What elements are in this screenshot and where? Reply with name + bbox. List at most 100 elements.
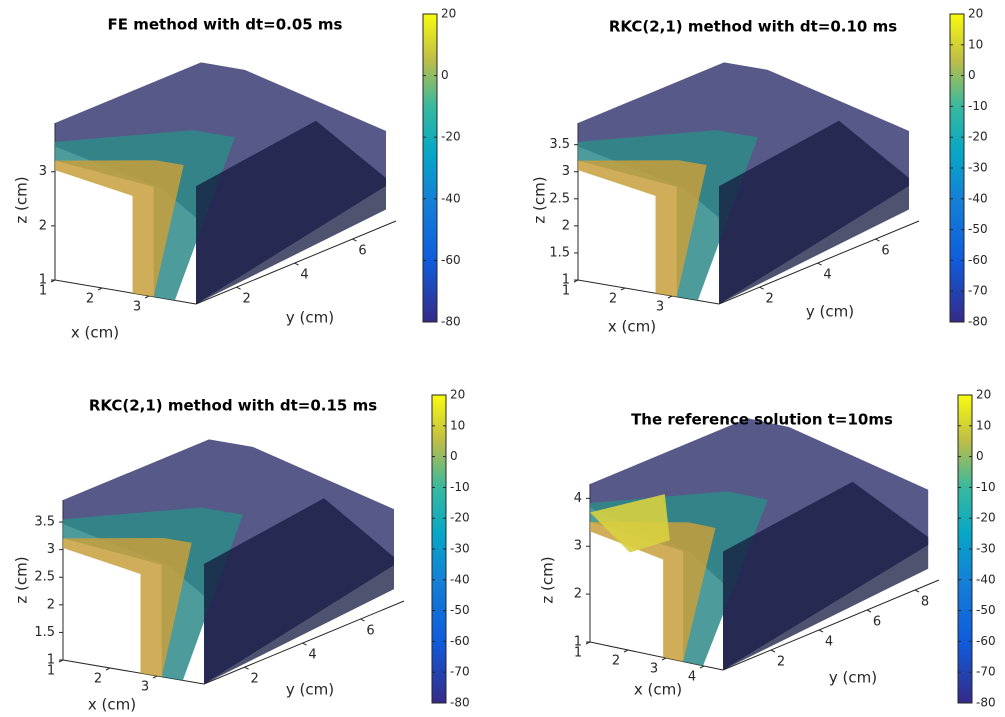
z-tick-label: 3.5 xyxy=(34,515,55,530)
y-tick-label: 4 xyxy=(308,648,316,663)
isosurface xyxy=(590,521,716,662)
y-tick-label: 6 xyxy=(873,615,881,630)
isosurface xyxy=(723,481,929,670)
colorbar-tick-label: -70 xyxy=(450,665,470,679)
isosurface xyxy=(63,507,243,681)
y-tick-label: 2 xyxy=(250,672,258,687)
x-tick-label: 3 xyxy=(141,680,149,695)
isosurface xyxy=(719,120,909,304)
y-tick xyxy=(866,609,872,613)
chart-title: The reference solution t=10ms xyxy=(631,411,893,429)
z-tick-label: 1.5 xyxy=(549,245,570,260)
x-tick-label: 2 xyxy=(94,672,102,687)
colorbar-tick-label: -50 xyxy=(450,603,470,617)
x-tick xyxy=(105,667,111,671)
colorbar-tick-label: -80 xyxy=(968,315,988,329)
y-tick xyxy=(875,238,880,242)
colorbar-tick-label: 10 xyxy=(450,418,465,432)
colorbar-tick-label: -80 xyxy=(976,696,996,710)
x-tick-label: 2 xyxy=(86,292,94,307)
y-axis xyxy=(195,220,397,305)
x-tick-label: 1 xyxy=(574,646,582,661)
isosurface xyxy=(590,494,670,553)
y-tick xyxy=(360,618,365,622)
y-tick-label: 4 xyxy=(300,268,308,283)
x-tick-label: 1 xyxy=(562,284,570,299)
colorbar-tick-label: -20 xyxy=(976,511,996,525)
x-tick xyxy=(623,649,629,653)
colorbar-tick-label: -20 xyxy=(450,511,470,525)
z-tick-label: 3.5 xyxy=(549,137,570,152)
x-axis-label: x (cm) xyxy=(88,696,136,714)
colorbar-tick-label: -70 xyxy=(976,665,996,679)
x-tick-label: 1 xyxy=(47,664,55,679)
y-tick xyxy=(817,262,822,266)
y-tick-label: 2 xyxy=(765,292,773,307)
colorbar-tick-label: -60 xyxy=(968,253,988,267)
colorbar-tick-label: -80 xyxy=(450,696,470,710)
colorbar-tick-label: -70 xyxy=(968,284,988,298)
colorbar-tick-label: 0 xyxy=(441,68,449,82)
z-tick-label: 2.5 xyxy=(549,191,570,206)
z-tick-label: 4 xyxy=(574,491,582,506)
colorbar-tick-label: 20 xyxy=(441,7,456,21)
colorbar-tick-label: -50 xyxy=(968,222,988,236)
z-axis-label: z (cm) xyxy=(531,176,549,223)
x-tick-label: 3 xyxy=(650,662,658,677)
y-tick xyxy=(302,642,307,646)
y-axis xyxy=(722,579,940,671)
z-axis-label: z (cm) xyxy=(539,556,557,603)
y-axis xyxy=(718,220,920,305)
colorbar-tick-label: 20 xyxy=(450,388,465,402)
colorbar-tick-label: -10 xyxy=(976,480,996,494)
x-axis-label: x (cm) xyxy=(71,324,119,342)
y-tick-label: 4 xyxy=(825,635,833,650)
colorbar-tick-label: 0 xyxy=(450,449,458,463)
z-tick-label: 2 xyxy=(574,587,582,602)
colorbar-tick-label: -40 xyxy=(976,572,996,586)
x-tick xyxy=(620,287,626,291)
z-axis-label: z (cm) xyxy=(13,176,31,223)
x-tick xyxy=(667,295,673,299)
z-tick-label: 3 xyxy=(47,542,55,557)
x-tick-label: 3 xyxy=(656,300,664,315)
x-tick xyxy=(97,287,103,291)
y-tick-label: 4 xyxy=(823,268,831,283)
z-tick-label: 1.5 xyxy=(34,625,55,640)
x-tick-label: 4 xyxy=(688,670,696,685)
colorbar-tick-label: -20 xyxy=(968,130,988,144)
colorbar-tick-label: -80 xyxy=(441,315,461,329)
colorbar-tick-label: 10 xyxy=(968,37,983,51)
x-axis xyxy=(577,279,720,305)
z-tick-label: 3 xyxy=(562,164,570,179)
y-tick xyxy=(294,262,299,266)
z-tick-label: 1 xyxy=(47,653,55,668)
x-tick xyxy=(661,657,667,661)
isosurface xyxy=(55,130,235,301)
y-axis-label: y (cm) xyxy=(286,309,334,327)
z-axis-label: z (cm) xyxy=(13,556,31,603)
colorbar-tick-label: -40 xyxy=(441,191,461,205)
y-tick-label: 6 xyxy=(881,244,889,259)
x-tick xyxy=(699,665,705,669)
colorbar-tick-label: -30 xyxy=(968,161,988,175)
colorbar-tick-label: 10 xyxy=(976,418,991,432)
x-tick-label: 1 xyxy=(39,284,47,299)
z-tick-label: 3 xyxy=(574,539,582,554)
isosurface xyxy=(578,130,758,301)
chart-title: FE method with dt=0.05 ms xyxy=(108,16,343,34)
y-tick xyxy=(352,238,357,242)
isosurface xyxy=(55,160,184,297)
y-tick xyxy=(914,589,920,593)
x-axis-label: x (cm) xyxy=(634,681,682,699)
x-tick xyxy=(144,295,150,299)
z-tick-label: 2 xyxy=(47,597,55,612)
colorbar-tick-label: -10 xyxy=(968,99,988,113)
z-tick-label: 2.5 xyxy=(34,570,55,585)
colorbar-tick-label: -40 xyxy=(450,572,470,586)
z-tick-label: 1 xyxy=(39,273,47,288)
y-tick-label: 2 xyxy=(242,292,250,307)
colorbar-tick-label: 20 xyxy=(968,7,983,21)
colorbar-tick-label: -40 xyxy=(968,191,988,205)
x-tick xyxy=(152,675,158,679)
